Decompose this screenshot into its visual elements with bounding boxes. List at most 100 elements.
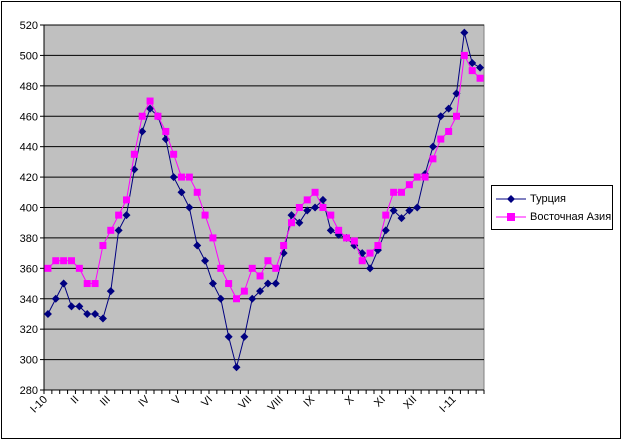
data-point xyxy=(44,264,52,272)
data-point xyxy=(52,257,60,265)
data-point xyxy=(343,234,350,242)
y-tick-label: 280 xyxy=(20,385,38,397)
data-point xyxy=(75,264,83,272)
data-point xyxy=(51,294,60,303)
data-point xyxy=(272,264,280,272)
y-tick-label: 460 xyxy=(20,111,38,123)
data-point xyxy=(208,279,217,288)
data-point xyxy=(460,28,469,37)
data-point xyxy=(177,188,186,197)
data-point xyxy=(91,309,100,318)
y-tick-label: 520 xyxy=(20,20,38,32)
data-point xyxy=(421,173,429,181)
data-point xyxy=(240,287,248,295)
data-point xyxy=(390,188,398,196)
data-point xyxy=(114,226,123,235)
data-point xyxy=(193,241,202,250)
x-tick-label: III xyxy=(98,394,113,409)
data-point xyxy=(248,264,256,272)
legend-label: Турция xyxy=(530,193,566,205)
data-point xyxy=(405,181,413,189)
legend-marker-square-icon xyxy=(496,213,526,221)
legend-item-east-asia: Восточная Азия xyxy=(496,209,611,225)
data-point xyxy=(138,112,146,120)
data-point xyxy=(83,309,92,318)
data-point xyxy=(201,256,210,265)
data-point xyxy=(335,226,343,234)
data-point xyxy=(224,332,233,341)
data-point xyxy=(319,204,327,211)
data-point xyxy=(263,279,272,288)
data-point xyxy=(397,214,406,223)
data-point xyxy=(444,104,453,113)
data-point xyxy=(436,112,445,121)
data-point xyxy=(138,127,147,136)
legend-item-turkey: Турция xyxy=(496,191,566,207)
data-point xyxy=(178,173,185,181)
data-point xyxy=(288,219,295,227)
data-point xyxy=(295,218,304,227)
data-point xyxy=(162,127,170,135)
data-point xyxy=(476,63,485,72)
data-point xyxy=(445,127,453,135)
data-point xyxy=(303,206,312,215)
y-tick-label: 400 xyxy=(20,203,38,215)
data-point xyxy=(398,188,405,196)
data-point xyxy=(366,249,374,257)
data-point xyxy=(59,279,68,288)
data-point xyxy=(130,150,138,158)
data-point xyxy=(264,257,272,265)
data-point xyxy=(413,173,421,181)
data-point xyxy=(123,196,130,204)
data-point xyxy=(201,211,209,219)
data-point xyxy=(209,234,217,242)
data-point xyxy=(413,203,422,212)
x-tick-label: VI xyxy=(199,394,215,410)
data-point xyxy=(295,204,303,211)
data-point xyxy=(233,295,240,303)
data-point xyxy=(67,302,76,311)
data-point xyxy=(115,211,123,219)
data-point xyxy=(374,242,382,250)
legend: Турция Восточная Азия xyxy=(491,185,613,230)
data-point xyxy=(193,188,201,196)
data-point xyxy=(256,287,265,296)
data-point xyxy=(170,150,178,158)
data-point xyxy=(389,206,398,215)
data-point xyxy=(476,74,484,82)
data-point xyxy=(60,257,68,265)
data-point xyxy=(248,294,257,303)
data-point xyxy=(122,211,131,220)
legend-marker-diamond-icon xyxy=(496,195,526,203)
data-point xyxy=(216,294,225,303)
y-tick-label: 420 xyxy=(20,172,38,184)
data-point xyxy=(428,142,437,151)
data-point xyxy=(366,264,375,273)
data-point xyxy=(98,314,107,323)
data-point xyxy=(429,155,437,163)
data-point xyxy=(43,309,52,318)
data-point xyxy=(146,104,155,113)
data-point xyxy=(169,173,178,182)
x-tick-label: XI xyxy=(372,394,388,410)
data-point xyxy=(99,242,107,250)
y-tick-label: 300 xyxy=(20,355,38,367)
x-tick-label: VII xyxy=(236,394,254,412)
x-tick-label: X xyxy=(343,393,357,407)
data-point xyxy=(106,287,115,296)
data-point xyxy=(358,257,366,265)
data-point xyxy=(460,51,468,59)
data-point xyxy=(83,280,91,288)
data-point xyxy=(452,89,461,98)
data-point xyxy=(326,226,335,235)
data-point xyxy=(185,173,193,181)
data-point xyxy=(311,188,319,196)
data-point xyxy=(303,196,311,204)
data-point xyxy=(217,264,225,272)
data-point xyxy=(271,279,280,288)
y-tick-label: 320 xyxy=(20,324,38,336)
y-tick-label: 340 xyxy=(20,294,38,306)
y-tick-label: 360 xyxy=(20,263,38,275)
